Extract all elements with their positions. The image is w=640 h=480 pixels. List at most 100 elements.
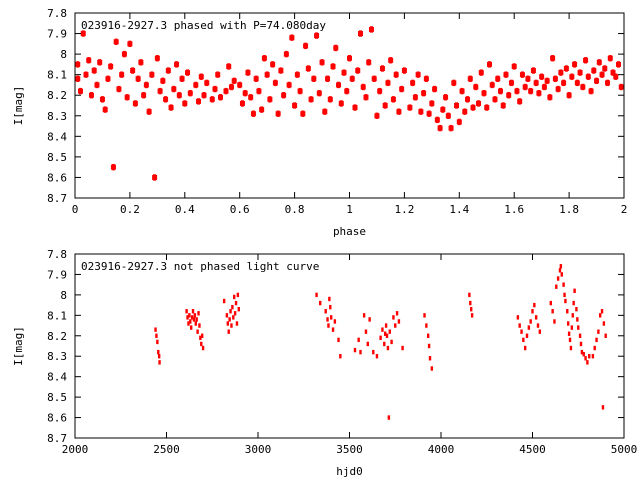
phased-data-point-arm — [455, 102, 459, 109]
phased-data-point-arm — [509, 79, 513, 87]
phased-data-point-arm — [76, 61, 80, 68]
unphased-data-point — [158, 360, 161, 365]
unphased-data-point — [571, 313, 574, 318]
phased-data-point-arm — [435, 116, 439, 124]
unphased-data-point — [602, 321, 606, 326]
phased-data-point-arm — [262, 55, 266, 62]
unphased-data-point — [227, 329, 230, 334]
unphased-y-axis-label: I[mag] — [12, 326, 25, 366]
unphased-data-point — [185, 309, 188, 314]
phased-data-point-arm — [133, 100, 137, 107]
phased-data-point-arm — [304, 42, 308, 50]
phased-data-point-arm — [493, 96, 497, 103]
phased-data-point-arm — [498, 87, 502, 95]
unphased-data-point — [189, 319, 192, 324]
unphased-data-point — [199, 335, 202, 341]
unphased-data-point — [570, 325, 574, 330]
phased-data-point-arm — [444, 94, 448, 101]
phased-data-point-arm — [273, 79, 277, 87]
phased-data-point-arm — [98, 59, 102, 66]
unphased-data-point — [559, 264, 563, 269]
unphased-data-point — [584, 356, 587, 361]
phased-data-point-arm — [518, 98, 522, 105]
phased-data-point-arm — [323, 108, 327, 115]
unphased-data-point — [423, 313, 426, 318]
unphased-data-point — [201, 345, 205, 351]
phased-data-point-arm — [562, 79, 566, 87]
phased-data-point-arm — [150, 71, 154, 78]
phased-data-point-arm — [229, 83, 233, 91]
unphased-data-point — [601, 405, 605, 410]
phased-data-point-arm — [350, 75, 354, 82]
unphased-data-point — [555, 284, 558, 289]
unphased-data-point — [533, 302, 536, 308]
unphased-data-point — [392, 315, 395, 320]
phased-y-tick-label: 7.8 — [47, 7, 67, 20]
phased-data-point-arm — [573, 61, 577, 68]
phased-data-point-arm — [375, 112, 379, 119]
phased-data-point-arm — [76, 75, 80, 82]
unphased-x-tick-label: 3000 — [245, 443, 272, 456]
unphased-data-point — [333, 319, 337, 324]
unphased-data-point — [197, 311, 200, 316]
unphased-data-point — [568, 337, 572, 343]
phased-data-point-arm — [320, 59, 324, 66]
unphased-data-point — [604, 333, 607, 338]
phased-data-point-arm — [249, 94, 253, 101]
phased-y-tick-label: 8.5 — [47, 151, 67, 164]
phased-chart-title: 023916-2927.3 phased with P=74.080day — [81, 19, 326, 32]
unphased-data-point — [384, 323, 388, 328]
phased-data-point-arm — [89, 92, 93, 99]
phased-data-point-arm — [317, 89, 321, 97]
unphased-data-point — [226, 321, 230, 326]
unphased-data-point — [155, 333, 158, 338]
phased-data-point-arm — [175, 61, 179, 68]
unphased-data-point — [359, 349, 362, 355]
unphased-data-point — [327, 323, 330, 328]
phased-data-point-arm — [232, 77, 236, 85]
unphased-data-point — [566, 321, 570, 326]
unphased-data-point — [385, 333, 389, 338]
phased-x-axis-label: phase — [333, 225, 366, 238]
unphased-data-point — [157, 349, 160, 355]
phased-x-tick-label: 2 — [621, 203, 628, 216]
unphased-data-point — [337, 337, 340, 343]
phased-data-point-arm — [526, 75, 530, 82]
phased-data-point-arm — [397, 108, 401, 115]
unphased-data-point — [576, 317, 579, 322]
unphased-data-point — [329, 304, 332, 310]
unphased-data-point — [231, 304, 234, 310]
phased-data-point-arm — [180, 75, 184, 82]
phased-data-point-arm — [92, 67, 96, 74]
phased-data-point-arm — [477, 100, 481, 107]
phased-data-point-arm — [449, 124, 453, 132]
unphased-data-point — [368, 317, 371, 322]
unphased-data-point — [230, 323, 233, 328]
phased-data-point-arm — [606, 79, 610, 87]
phased-data-point-arm — [188, 89, 192, 97]
phased-data-point-arm — [567, 92, 571, 99]
unphased-data-point — [595, 337, 598, 343]
phased-data-point-arm — [581, 83, 585, 91]
phased-data-point-arm — [328, 96, 332, 103]
unphased-data-point — [233, 294, 236, 300]
unphased-data-point — [553, 319, 556, 324]
unphased-x-tick-label: 2500 — [153, 443, 180, 456]
phased-data-point-arm — [120, 71, 124, 78]
unphased-data-point — [560, 272, 563, 277]
phased-data-point-arm — [109, 63, 113, 70]
phased-data-point-arm — [595, 77, 599, 85]
phased-data-point-arm — [84, 71, 88, 78]
phased-data-point-arm — [482, 89, 486, 97]
phased-data-point-arm — [287, 81, 291, 89]
unphased-data-point — [569, 345, 573, 351]
phased-data-point-arm — [271, 61, 275, 68]
unphased-data-point — [194, 321, 197, 326]
unphased-data-point — [591, 354, 595, 359]
unphased-data-point — [157, 354, 161, 359]
phased-data-point-arm — [284, 50, 288, 58]
phased-data-point-arm — [166, 67, 170, 74]
unphased-data-point — [527, 325, 531, 330]
unphased-data-point — [563, 292, 566, 298]
phased-data-point-arm — [540, 73, 544, 80]
